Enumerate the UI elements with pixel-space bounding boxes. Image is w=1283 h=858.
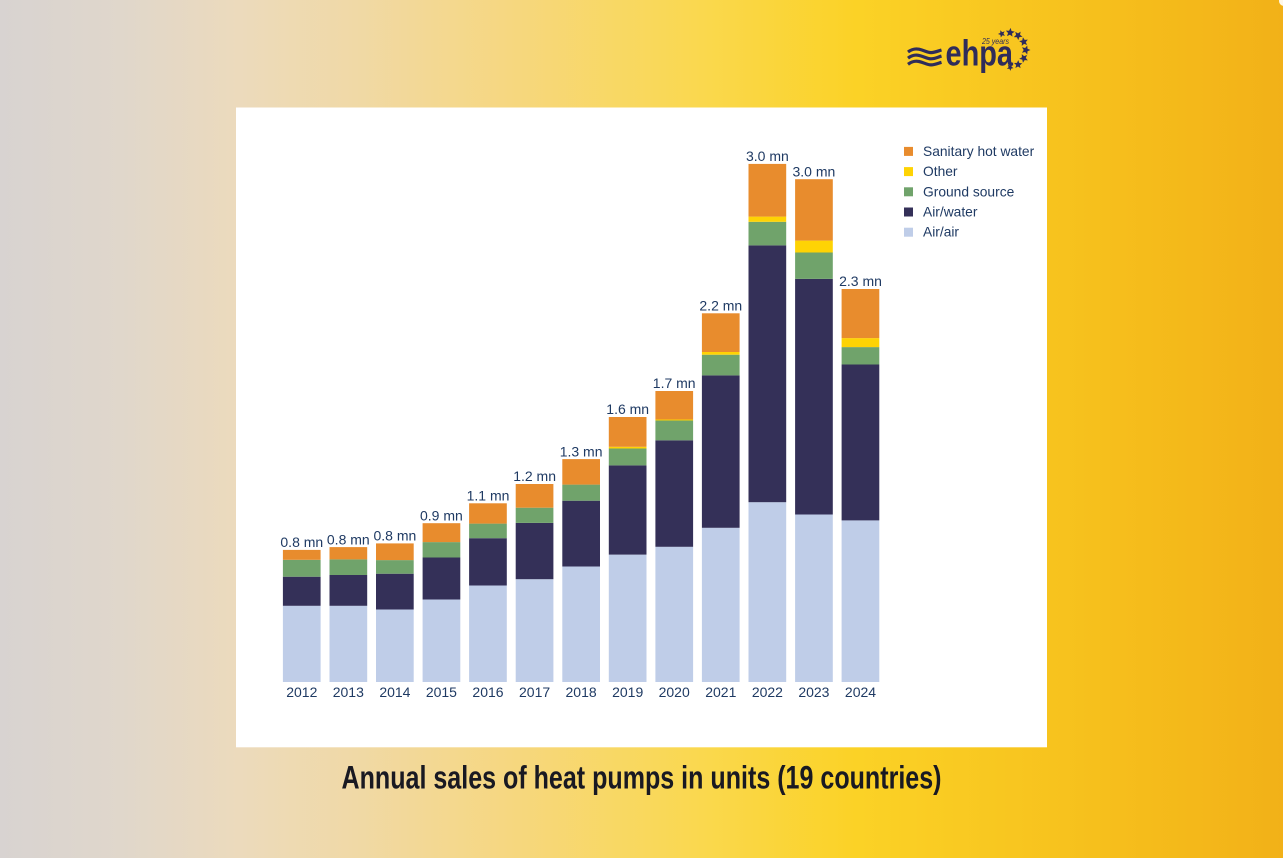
svg-text:Sanitary hot water: Sanitary hot water xyxy=(923,144,1035,159)
svg-text:1.3 mn: 1.3 mn xyxy=(560,443,603,459)
svg-text:2016: 2016 xyxy=(472,684,503,700)
svg-text:3.0 mn: 3.0 mn xyxy=(746,148,789,164)
svg-text:Air/water: Air/water xyxy=(923,205,978,220)
svg-text:2015: 2015 xyxy=(426,684,457,700)
svg-text:0.8 mn: 0.8 mn xyxy=(280,534,323,550)
svg-text:2017: 2017 xyxy=(519,684,550,700)
svg-text:0.8 mn: 0.8 mn xyxy=(373,528,416,544)
svg-text:2.3 mn: 2.3 mn xyxy=(839,273,882,289)
svg-text:2023: 2023 xyxy=(798,684,829,700)
svg-text:2024: 2024 xyxy=(845,684,876,700)
svg-text:Ground source: Ground source xyxy=(923,184,1015,199)
svg-text:1.2 mn: 1.2 mn xyxy=(513,468,556,484)
svg-text:2.2 mn: 2.2 mn xyxy=(699,298,742,314)
svg-text:0.9 mn: 0.9 mn xyxy=(420,507,463,523)
svg-text:25 years: 25 years xyxy=(981,37,1009,46)
svg-text:2018: 2018 xyxy=(566,684,597,700)
svg-text:2020: 2020 xyxy=(659,684,690,700)
svg-text:2013: 2013 xyxy=(333,684,364,700)
svg-text:2021: 2021 xyxy=(705,684,736,700)
svg-text:Air/air: Air/air xyxy=(923,225,959,240)
svg-text:Annual sales of heat pumps in: Annual sales of heat pumps in units (19 … xyxy=(342,759,942,795)
svg-text:3.0 mn: 3.0 mn xyxy=(792,163,835,179)
svg-text:2019: 2019 xyxy=(612,684,643,700)
svg-text:1.7 mn: 1.7 mn xyxy=(653,375,696,391)
svg-text:1.6 mn: 1.6 mn xyxy=(606,401,649,417)
svg-text:2014: 2014 xyxy=(379,684,410,700)
svg-text:ehpa: ehpa xyxy=(946,32,1014,73)
svg-text:2022: 2022 xyxy=(752,684,783,700)
svg-text:Other: Other xyxy=(923,164,958,179)
svg-text:1.1 mn: 1.1 mn xyxy=(467,488,510,504)
svg-text:0.8 mn: 0.8 mn xyxy=(327,531,370,547)
svg-text:2012: 2012 xyxy=(286,684,317,700)
